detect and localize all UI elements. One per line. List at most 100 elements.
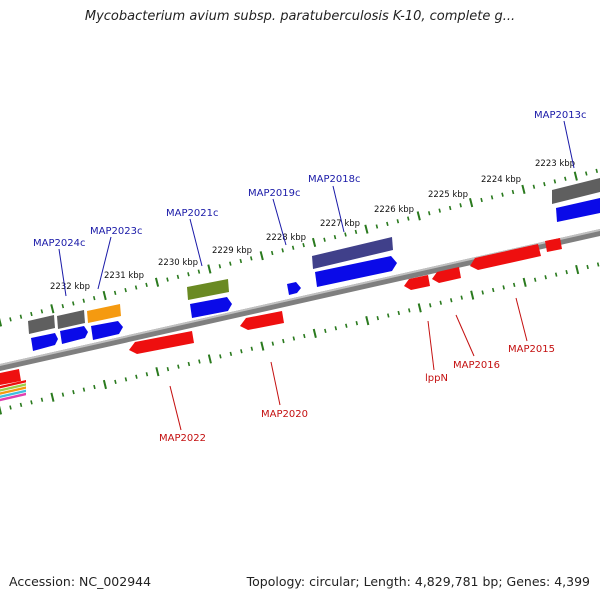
minor-tick [135, 374, 138, 379]
minor-tick [344, 232, 347, 237]
major-tick [575, 264, 580, 275]
scale-label-2231: 2231 kbp [104, 271, 144, 281]
minor-tick [439, 300, 442, 305]
minor-tick [448, 205, 452, 211]
reverse-cds[interactable] [0, 369, 21, 385]
gene-label-map2013c[interactable]: MAP2013c [534, 110, 586, 121]
forward-cds[interactable] [556, 198, 600, 222]
reverse-cds[interactable] [129, 331, 194, 354]
gray-feature[interactable] [312, 237, 393, 269]
pointer-map2018c [332, 185, 345, 233]
major-tick [207, 264, 212, 274]
minor-tick [271, 341, 275, 346]
minor-tick [397, 310, 401, 316]
genome-backbone-highlight [0, 229, 600, 366]
gene-label-map2018c[interactable]: MAP2018c [308, 174, 360, 185]
minor-tick [145, 282, 148, 288]
minor-tick [229, 261, 232, 266]
major-tick [154, 277, 160, 287]
minor-tick [302, 242, 305, 248]
gene-label-map2016[interactable]: MAP2016 [453, 360, 500, 371]
gene-label-map2015[interactable]: MAP2015 [508, 344, 555, 355]
forward-cds[interactable] [315, 256, 397, 287]
minor-tick [585, 171, 588, 176]
minor-tick [93, 384, 96, 390]
pointer-map2024c [58, 248, 67, 297]
minor-tick [250, 346, 254, 351]
inner-scale-ticks [0, 262, 600, 415]
reverse-cds[interactable] [470, 244, 541, 270]
gene-label-map2020[interactable]: MAP2020 [261, 409, 308, 420]
minor-tick [114, 379, 117, 385]
gene-label-map2021c[interactable]: MAP2021c [166, 208, 218, 219]
minor-tick [281, 248, 284, 253]
accession-label: Accession: NC_002944 [9, 574, 152, 589]
minor-tick [30, 400, 33, 405]
minor-tick [345, 323, 348, 328]
minor-tick [40, 397, 44, 402]
forward-cds[interactable] [60, 326, 88, 344]
forward-cds[interactable] [31, 333, 58, 351]
scale-label-2224: 2224 kbp [481, 175, 521, 185]
gene-label-map2023c[interactable]: MAP2023c [90, 226, 142, 237]
minor-tick [387, 313, 390, 318]
scale-label-2228: 2228 kbp [266, 233, 306, 243]
minor-tick [438, 208, 441, 213]
minor-tick [449, 298, 453, 303]
minor-tick [240, 349, 243, 354]
minor-tick [82, 387, 86, 392]
minor-tick [586, 264, 589, 270]
minor-tick [427, 211, 431, 216]
major-tick [259, 251, 264, 261]
forward-cds[interactable] [287, 282, 301, 295]
minor-tick [396, 219, 400, 224]
minor-tick [218, 264, 222, 269]
gene-label-map2022[interactable]: MAP2022 [159, 433, 206, 444]
minor-tick [596, 262, 600, 267]
gene-label-lppn[interactable]: lppN [425, 373, 448, 384]
gene-label-map2024c[interactable]: MAP2024c [33, 238, 85, 249]
pointer-map2015 [515, 297, 528, 342]
orange-feature[interactable] [87, 304, 121, 323]
reverse-cds[interactable] [545, 238, 562, 252]
color-stripe [0, 380, 26, 389]
gene-label-map2019c[interactable]: MAP2019c [248, 188, 300, 199]
minor-tick [544, 275, 547, 280]
forward-cds-track [31, 198, 600, 351]
olive-feature[interactable] [187, 279, 229, 300]
color-stripe [0, 389, 26, 398]
minor-tick [166, 277, 169, 282]
gray-feature[interactable] [28, 315, 55, 334]
minor-tick [9, 317, 12, 322]
color-stripe [0, 386, 26, 395]
minor-tick [187, 272, 190, 277]
major-tick [312, 328, 317, 339]
major-tick [102, 290, 107, 301]
minor-tick [502, 285, 505, 290]
gray-feature[interactable] [552, 178, 600, 204]
pointer-map2020 [270, 361, 281, 406]
feature-track-outer [28, 178, 600, 334]
minor-tick [333, 234, 337, 240]
forward-cds[interactable] [190, 297, 232, 318]
reverse-cds[interactable] [404, 275, 430, 290]
gray-feature[interactable] [57, 310, 85, 329]
minor-tick [166, 367, 170, 372]
genome-summary: Topology: circular; Length: 4,829,781 bp… [246, 574, 590, 589]
major-tick [416, 211, 421, 221]
minor-tick [82, 298, 86, 303]
reverse-cds[interactable] [240, 311, 284, 330]
major-tick [470, 290, 475, 300]
minor-tick [145, 372, 149, 377]
forward-cds[interactable] [91, 321, 123, 340]
outer-scale-ticks [0, 168, 599, 327]
minor-tick [481, 290, 484, 295]
major-tick [522, 277, 527, 287]
minor-tick [124, 288, 127, 293]
minor-tick [292, 336, 296, 341]
reverse-cds[interactable] [432, 267, 461, 283]
minor-tick [303, 333, 306, 339]
minor-tick [19, 314, 23, 319]
scale-label-2229: 2229 kbp [212, 246, 252, 256]
